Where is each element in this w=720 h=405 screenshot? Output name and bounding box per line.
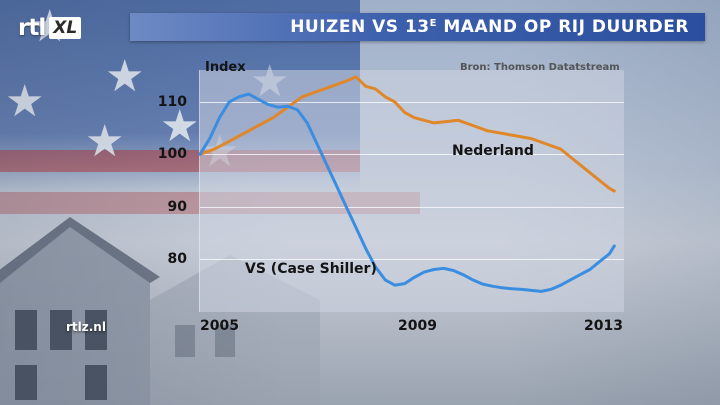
series-line-nederland <box>198 75 616 193</box>
x-tick-label: 2005 <box>200 318 239 334</box>
gridline <box>200 259 624 260</box>
gridline <box>200 102 624 103</box>
logo-xl-badge: XL <box>49 16 82 39</box>
star-icon: ★ <box>160 105 199 149</box>
chart-title: HUIZEN VS 13E MAAND OP RIJ DUURDER <box>290 17 689 37</box>
series-line-vs <box>198 92 616 293</box>
source-note: Bron: Thomson Datatstream <box>460 62 620 73</box>
gridline <box>200 207 624 208</box>
site-watermark: rtlz.nl <box>66 320 106 334</box>
rtl-xl-logo: rtl XL <box>18 14 82 41</box>
y-axis-label: Index <box>205 60 246 75</box>
gridline <box>200 154 624 155</box>
star-icon: ★ <box>85 120 124 164</box>
y-tick-label: 110 <box>157 94 187 110</box>
y-tick-label: 80 <box>167 251 187 267</box>
logo-rtl-text: rtl <box>18 14 46 41</box>
title-bar: HUIZEN VS 13E MAAND OP RIJ DUURDER <box>130 13 705 41</box>
line-plot <box>198 75 616 293</box>
chart-panel <box>198 70 624 312</box>
star-icon: ★ <box>5 80 44 124</box>
y-tick-label: 100 <box>157 146 187 162</box>
series-label-nederland: Nederland <box>452 143 534 159</box>
x-tick-label: 2009 <box>398 318 437 334</box>
y-tick-label: 90 <box>167 199 187 215</box>
x-tick-label: 2013 <box>584 318 623 334</box>
star-icon: ★ <box>105 55 144 99</box>
series-label-vs: VS (Case Shiller) <box>245 261 377 277</box>
